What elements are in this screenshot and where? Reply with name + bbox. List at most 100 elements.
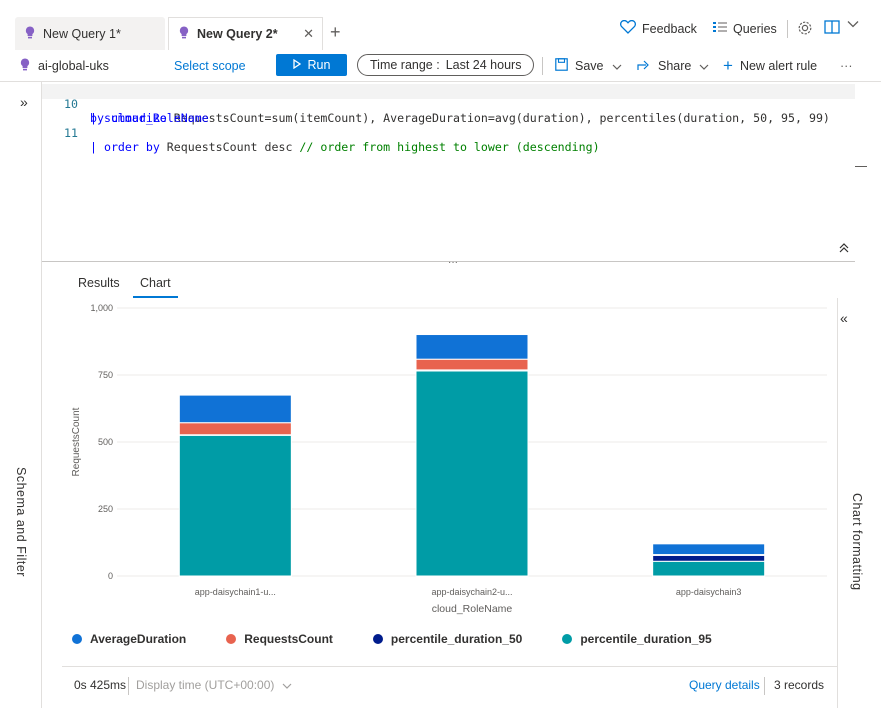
legend-label: percentile_duration_50 — [390, 632, 523, 646]
time-range-prefix: Time range : — [370, 58, 440, 72]
queries-label: Queries — [733, 21, 777, 36]
highlighted-line — [42, 84, 855, 99]
legend-label: RequestsCount — [244, 632, 333, 646]
queries-button[interactable]: Queries — [713, 20, 777, 37]
query-details-link[interactable]: Query details — [689, 678, 760, 692]
bar-segment — [178, 434, 292, 577]
command-bar: ai-global-uks Select scope Run Time rang… — [0, 50, 881, 82]
records-count: 3 records — [774, 678, 825, 692]
line-number: 10 — [64, 97, 78, 111]
feedback-label: Feedback — [642, 22, 697, 36]
status-bar: 0s 425ms Display time (UTC+00:00) Query … — [62, 666, 837, 706]
tab-chart[interactable]: Chart — [133, 276, 178, 298]
x-axis-label: cloud_RoleName — [432, 603, 513, 615]
feedback-button[interactable]: Feedback — [620, 19, 697, 38]
queries-icon — [713, 20, 727, 37]
code-pipe: | — [90, 111, 104, 125]
run-button[interactable]: Run — [276, 54, 347, 76]
bar-segment — [178, 422, 292, 436]
save-label: Save — [575, 59, 604, 73]
y-tick-label: 1,000 — [90, 303, 113, 313]
share-button[interactable]: Share — [637, 50, 709, 82]
add-tab-button[interactable]: + — [330, 22, 341, 42]
chevron-down-icon — [699, 59, 709, 73]
display-time-label: Display time (UTC+00:00) — [136, 678, 275, 692]
code-pipe: | — [90, 140, 104, 154]
bar-segment — [652, 554, 766, 562]
lightbulb-icon — [179, 26, 189, 42]
schema-filter-panel: » Schema and Filter — [0, 82, 42, 708]
heart-icon — [620, 19, 636, 38]
share-icon — [637, 59, 651, 74]
query-editor[interactable]: 10 | summarize RequestsCount=sum(itemCou… — [42, 82, 855, 262]
legend-item[interactable]: AverageDuration — [72, 632, 186, 646]
collapse-chevron-icon[interactable]: « — [840, 310, 848, 326]
tab-new-query-1[interactable]: New Query 1* — [15, 17, 165, 50]
code-keyword: summarize — [103, 111, 167, 125]
new-alert-rule-button[interactable]: + New alert rule — [723, 50, 817, 82]
divider — [764, 677, 765, 695]
chart-area: 0 250 500 750 1,000 RequestsCount app-daisycha… — [42, 298, 837, 658]
results-tab-bar: Results Chart — [42, 262, 837, 298]
x-tick-label: app-daisychain1-u... — [195, 587, 276, 597]
code-line: 11 | order by RequestsCount desc // orde… — [42, 112, 600, 168]
new-alert-rule-label: New alert rule — [739, 59, 818, 73]
x-tick-label: app-daisychain2-u... — [431, 587, 512, 597]
close-icon[interactable]: ✕ — [303, 26, 314, 41]
code-comment: // order from highest to lower (descendi… — [299, 140, 600, 154]
divider — [787, 20, 788, 38]
lightbulb-icon — [20, 58, 30, 74]
elapsed-time: 0s 425ms — [74, 678, 127, 692]
scope-name: ai-global-uks — [20, 50, 109, 82]
y-axis-label: RequestsCount — [71, 407, 82, 476]
schema-filter-label[interactable]: Schema and Filter — [14, 467, 28, 577]
expand-chevron-icon[interactable]: » — [20, 94, 28, 110]
more-options-button[interactable]: ··· — [840, 59, 853, 73]
lightbulb-icon — [25, 26, 35, 42]
share-label: Share — [658, 59, 692, 73]
legend-item[interactable]: RequestsCount — [226, 632, 333, 646]
bar-segment — [415, 334, 529, 360]
scope-label: ai-global-uks — [38, 59, 109, 73]
y-tick-label: 250 — [98, 504, 113, 514]
tab-label: New Query 2* — [197, 27, 278, 41]
chart-formatting-label[interactable]: Chart formatting — [850, 493, 864, 591]
book-icon[interactable] — [824, 20, 840, 34]
x-tick-label: app-daisychain3 — [676, 587, 742, 597]
time-range-value: Last 24 hours — [445, 58, 522, 72]
line-number: 11 — [64, 126, 78, 140]
save-icon — [555, 58, 568, 74]
divider — [128, 677, 129, 695]
select-scope-link[interactable]: Select scope — [174, 59, 246, 73]
code-text: RequestsCount desc — [159, 140, 300, 154]
chart-formatting-panel: « Chart formatting — [837, 298, 881, 708]
legend-dot-icon — [562, 634, 573, 644]
collapse-chevron-icon[interactable] — [839, 242, 849, 256]
plus-icon: + — [723, 56, 733, 75]
y-tick-label: 750 — [98, 370, 113, 380]
chevron-down-icon[interactable] — [847, 20, 859, 28]
y-tick-label: 500 — [98, 437, 113, 447]
scroll-marker — [855, 166, 867, 167]
tab-results[interactable]: Results — [78, 276, 120, 290]
tab-label: New Query 1* — [43, 26, 121, 41]
display-time-dropdown[interactable]: Display time (UTC+00:00) — [136, 678, 292, 692]
legend-item[interactable]: percentile_duration_50 — [372, 632, 523, 646]
gear-icon[interactable] — [797, 20, 813, 36]
play-icon — [292, 58, 301, 72]
query-tab-bar: New Query 1* New Query 2* ✕ + Feedback Q… — [0, 0, 881, 50]
run-label: Run — [307, 58, 331, 72]
legend-dot-icon — [72, 634, 82, 644]
resize-handle[interactable]: ··· — [448, 257, 458, 268]
legend-label: percentile_duration_95 — [580, 632, 712, 646]
time-range-button[interactable]: Time range : Last 24 hours — [357, 54, 535, 76]
bar-segment — [178, 394, 292, 424]
code-keyword: order by — [103, 140, 160, 154]
legend-item[interactable]: percentile_duration_95 — [562, 632, 712, 646]
editor-scrollbar[interactable] — [855, 82, 881, 262]
tab-new-query-2[interactable]: New Query 2* ✕ — [168, 17, 323, 50]
code-keyword: by cloud_RoleName — [90, 111, 209, 125]
stacked-bar-chart: 0 250 500 750 1,000 RequestsCount app-daisycha… — [71, 303, 827, 615]
save-button[interactable]: Save — [555, 50, 622, 82]
